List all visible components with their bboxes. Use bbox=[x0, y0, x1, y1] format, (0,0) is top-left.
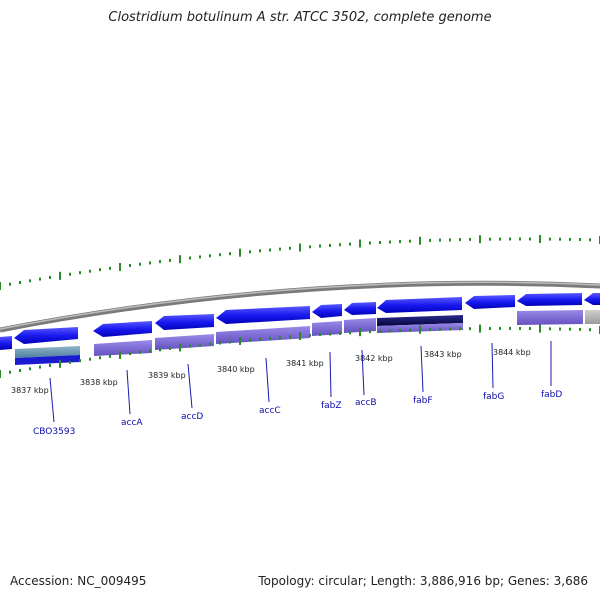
gene-arrow[interactable] bbox=[14, 327, 78, 344]
map-title: Clostridium botulinum A str. ATCC 3502, … bbox=[108, 10, 492, 25]
accession-text: Accession: NC_009495 bbox=[10, 574, 147, 588]
gene-label[interactable]: accB bbox=[355, 398, 377, 408]
gene-arrow-track bbox=[0, 293, 600, 350]
ruler-label: 3837 kbp bbox=[11, 386, 49, 395]
leader-line bbox=[420, 345, 424, 393]
leader-line bbox=[329, 351, 332, 398]
ruler-label: 3839 kbp bbox=[148, 371, 186, 380]
gene-arrow[interactable] bbox=[465, 295, 515, 309]
leader-line bbox=[491, 342, 494, 389]
feature-band[interactable] bbox=[15, 355, 80, 365]
gene-leader-lines bbox=[49, 341, 552, 423]
genome-backbone-highlight bbox=[0, 281, 600, 330]
feature-band[interactable] bbox=[312, 321, 342, 336]
gene-label[interactable]: fabF bbox=[413, 396, 433, 406]
track-separator bbox=[0, 287, 600, 335]
gene-label[interactable]: CBO3593 bbox=[33, 427, 75, 437]
feature-band-highlight[interactable] bbox=[377, 315, 463, 326]
gene-arrow[interactable] bbox=[216, 306, 310, 324]
gene-arrow[interactable] bbox=[584, 293, 600, 305]
ruler-label: 3842 kbp bbox=[355, 354, 393, 363]
feature-band[interactable] bbox=[15, 346, 80, 358]
leader-line bbox=[265, 357, 270, 403]
gene-arrow[interactable] bbox=[312, 304, 342, 318]
ruler-labels: 3837 kbp 3838 kbp 3839 kbp 3840 kbp 3841… bbox=[11, 348, 531, 395]
ruler-label: 3840 kbp bbox=[217, 365, 255, 374]
feature-band[interactable] bbox=[344, 318, 376, 333]
ruler-label: 3841 kbp bbox=[286, 359, 324, 368]
feature-band[interactable] bbox=[517, 310, 583, 325]
leader-line bbox=[187, 363, 193, 409]
feature-band[interactable] bbox=[155, 334, 214, 350]
feature-band[interactable] bbox=[94, 340, 152, 356]
gene-label[interactable]: fabZ bbox=[321, 401, 342, 411]
gene-label[interactable]: fabG bbox=[483, 392, 504, 402]
feature-band[interactable] bbox=[585, 310, 600, 324]
leader-line bbox=[361, 349, 365, 396]
gene-arrow[interactable] bbox=[93, 321, 152, 337]
ruler-label: 3844 kbp bbox=[493, 348, 531, 357]
gene-arrow[interactable] bbox=[377, 297, 462, 313]
gene-label[interactable]: accD bbox=[181, 412, 203, 422]
gene-labels: CBO3593 accA accD accC fabZ accB fabF fa… bbox=[33, 390, 562, 437]
gene-label[interactable]: accA bbox=[121, 418, 143, 428]
gene-arrow[interactable] bbox=[517, 293, 582, 306]
leader-line bbox=[126, 369, 131, 415]
gene-arrow[interactable] bbox=[0, 336, 12, 350]
gene-label[interactable]: fabD bbox=[541, 390, 562, 400]
gene-label[interactable]: accC bbox=[259, 406, 281, 416]
genome-backbone bbox=[0, 280, 600, 333]
gene-arrow[interactable] bbox=[344, 302, 376, 315]
ruler-label: 3843 kbp bbox=[424, 350, 462, 359]
genome-summary-text: Topology: circular; Length: 3,886,916 bp… bbox=[258, 574, 588, 588]
leader-line bbox=[49, 377, 55, 423]
outer-tick-track bbox=[0, 235, 600, 290]
gene-arrow[interactable] bbox=[155, 314, 214, 330]
ruler-label: 3838 kbp bbox=[80, 378, 118, 387]
inner-tick-track bbox=[0, 324, 600, 378]
